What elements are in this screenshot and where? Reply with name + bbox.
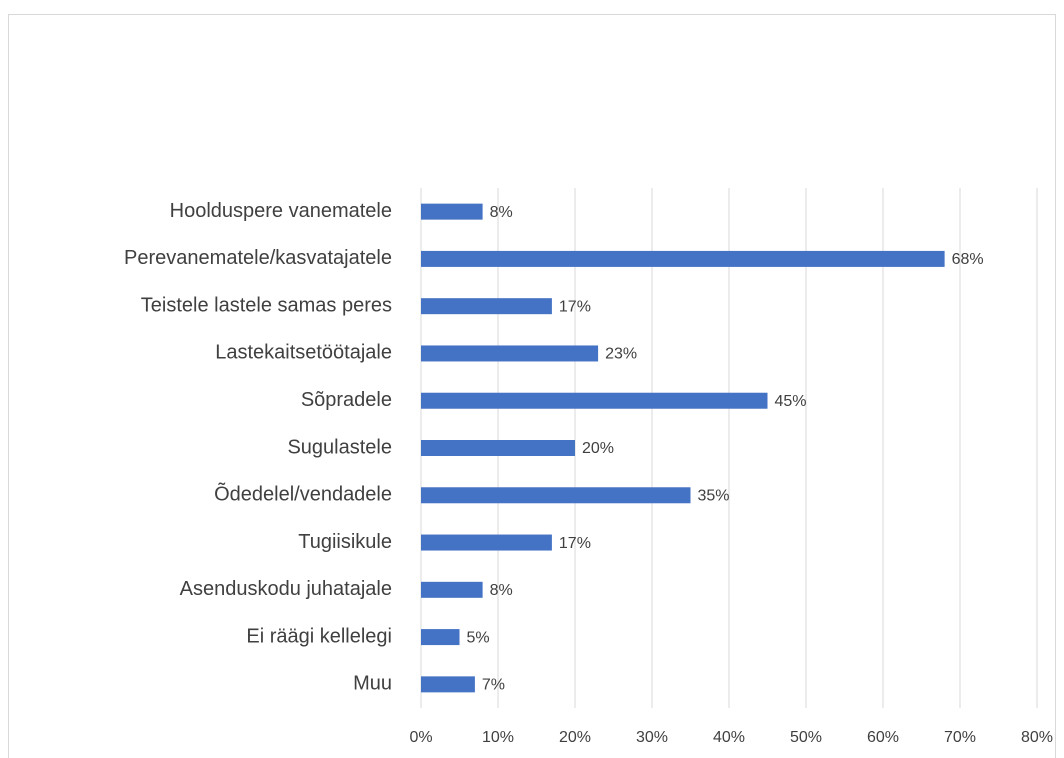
bar <box>421 392 768 409</box>
y-tick-label: Lastekaitsetöötajale <box>215 342 392 364</box>
y-tick-label: Ei räägi kellelegi <box>246 625 392 647</box>
x-tick-label: 50% <box>790 729 822 746</box>
data-label: 23% <box>605 346 637 363</box>
y-tick-label: Teistele lastele samas peres <box>141 294 392 316</box>
y-tick-label: Sõpradele <box>301 389 392 411</box>
data-label: 7% <box>482 677 505 694</box>
data-label: 17% <box>559 535 591 552</box>
data-label: 35% <box>698 487 730 504</box>
y-tick-label: Muu <box>353 673 392 695</box>
x-tick-label: 0% <box>409 729 432 746</box>
y-tick-label: Hoolduspere vanematele <box>170 200 392 222</box>
y-tick-label: Tugiisikule <box>298 531 392 553</box>
x-tick-label: 10% <box>482 729 514 746</box>
chart-border <box>8 14 1056 758</box>
x-tick-label: 30% <box>636 729 668 746</box>
bar <box>421 487 691 504</box>
data-label: 8% <box>490 582 513 599</box>
bar <box>421 298 552 315</box>
x-tick-label: 80% <box>1021 729 1053 746</box>
x-tick-label: 20% <box>559 729 591 746</box>
y-tick-label: Õdedelel/vendadele <box>214 482 392 506</box>
bar <box>421 203 483 220</box>
y-tick-label: Sugulastele <box>287 436 392 458</box>
y-tick-label: Perevanematele/kasvatajatele <box>124 247 392 269</box>
x-tick-label: 70% <box>944 729 976 746</box>
x-tick-label: 40% <box>713 729 745 746</box>
bar <box>421 629 460 646</box>
data-label: 17% <box>559 298 591 315</box>
data-label: 5% <box>467 629 490 646</box>
bar <box>421 581 483 598</box>
data-label: 20% <box>582 440 614 457</box>
x-tick-label: 60% <box>867 729 899 746</box>
y-tick-label: Asenduskodu juhatajale <box>180 578 392 600</box>
data-label: 8% <box>490 204 513 221</box>
data-label: 68% <box>952 251 984 268</box>
bar <box>421 345 599 362</box>
bar <box>421 534 552 551</box>
data-label: 45% <box>775 393 807 410</box>
bar <box>421 676 475 693</box>
bar <box>421 440 575 456</box>
bar <box>421 250 945 267</box>
